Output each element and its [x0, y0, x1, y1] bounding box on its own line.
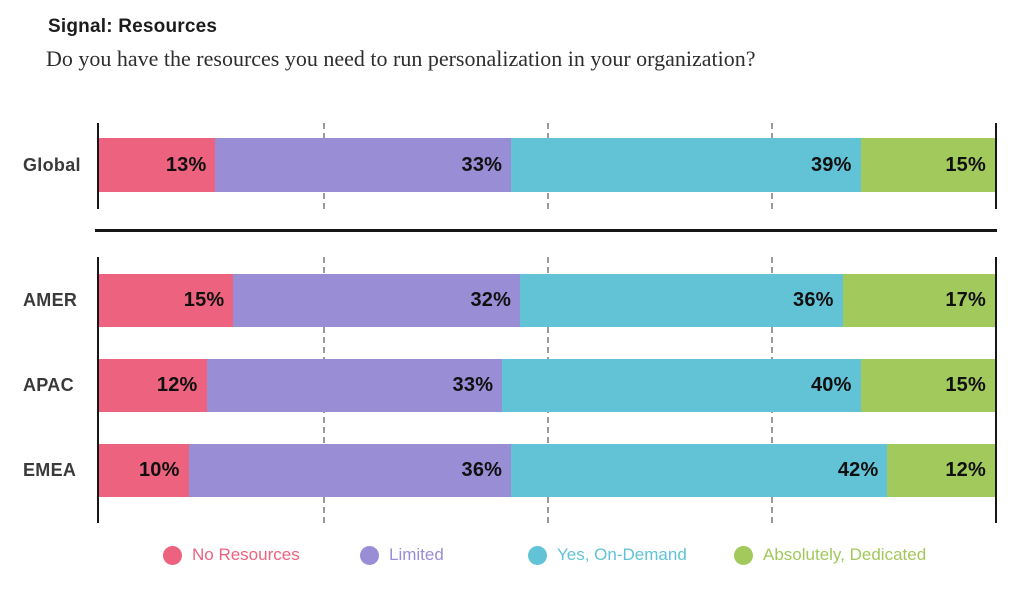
segment-value-label: 15% [945, 374, 986, 396]
segment-no-resources: 13% [99, 138, 216, 192]
row-label-global: Global [23, 154, 81, 175]
segment-limited: 36% [188, 444, 512, 497]
stacked-bar-amer: 15% 32% 36% 17% [99, 274, 995, 327]
segment-value-label: 12% [945, 459, 986, 481]
legend-label-absolutely-dedicated: Absolutely, Dedicated [763, 545, 927, 564]
chart-row-amer: AMER 15% 32% 36% 17% [23, 274, 995, 327]
stacked-bar-emea: 10% 36% 42% 12% [99, 444, 995, 497]
legend-item-yes-on-demand: Yes, On-Demand [528, 545, 687, 565]
segment-value-label: 39% [810, 153, 852, 176]
segment-limited: 33% [206, 359, 503, 412]
legend-dot-no-resources [163, 545, 182, 565]
segment-yes-on-demand: 36% [520, 274, 843, 327]
segment-value-label: 15% [945, 153, 986, 176]
stacked-bar-global: 13% 33% 39% 15% [99, 138, 995, 192]
segment-no-resources: 12% [99, 359, 207, 412]
legend-item-absolutely-dedicated: Absolutely, Dedicated [734, 545, 926, 565]
legend-dot-limited [360, 545, 379, 565]
chart-title: Signal: Resources [48, 16, 218, 37]
segment-value-label: 42% [837, 459, 879, 481]
segment-value-label: 32% [470, 289, 512, 311]
segment-value-label: 33% [461, 153, 503, 176]
segment-absolutely-dedicated: 15% [860, 138, 995, 192]
chart-row-emea: EMEA 10% 36% 42% 12% [23, 444, 995, 497]
segment-value-label: 17% [945, 289, 986, 311]
legend-dot-yes-on-demand [528, 545, 547, 565]
stacked-bar-apac: 12% 33% 40% 15% [99, 359, 995, 412]
segment-absolutely-dedicated: 17% [842, 274, 995, 327]
segment-value-label: 12% [156, 374, 198, 396]
row-label-amer: AMER [23, 290, 78, 310]
segment-yes-on-demand: 39% [511, 138, 861, 192]
segment-no-resources: 15% [99, 274, 234, 327]
segment-limited: 32% [233, 274, 521, 327]
segment-value-label: 36% [793, 289, 834, 311]
chart-group-global: Global 13% 33% 39% 15% [23, 123, 997, 209]
segment-no-resources: 10% [99, 444, 189, 497]
segment-value-label: 40% [810, 374, 852, 396]
legend-item-limited: Limited [360, 545, 444, 565]
segment-value-label: 36% [461, 459, 503, 481]
segment-value-label: 33% [452, 374, 494, 396]
legend-label-limited: Limited [389, 545, 444, 564]
segment-limited: 33% [215, 138, 512, 192]
row-label-emea: EMEA [23, 460, 77, 480]
legend: No Resources Limited Yes, On-Demand Absolut… [0, 545, 1024, 569]
legend-dot-absolutely-dedicated [734, 545, 753, 565]
segment-value-label: 13% [165, 153, 207, 176]
chart-row-apac: APAC 12% 33% 40% 15% [23, 359, 995, 412]
group-separator-line [95, 229, 997, 232]
legend-label-no-resources: No Resources [192, 545, 300, 564]
segment-absolutely-dedicated: 15% [860, 359, 995, 412]
legend-item-no-resources: No Resources [163, 545, 300, 565]
chart-group-regions: AMER 15% 32% 36% 17% APAC 12% 33% 40% 15% EMEA 10% 3… [23, 257, 997, 523]
segment-yes-on-demand: 40% [502, 359, 861, 412]
chart-subtitle: Do you have the resources you need to ru… [46, 46, 756, 71]
segment-absolutely-dedicated: 12% [887, 444, 995, 497]
chart-row-global: Global 13% 33% 39% 15% [23, 138, 995, 192]
row-label-apac: APAC [23, 375, 74, 395]
legend-label-yes-on-demand: Yes, On-Demand [557, 545, 687, 564]
segment-value-label: 10% [138, 459, 180, 481]
segment-value-label: 15% [183, 289, 225, 311]
segment-yes-on-demand: 42% [511, 444, 888, 497]
